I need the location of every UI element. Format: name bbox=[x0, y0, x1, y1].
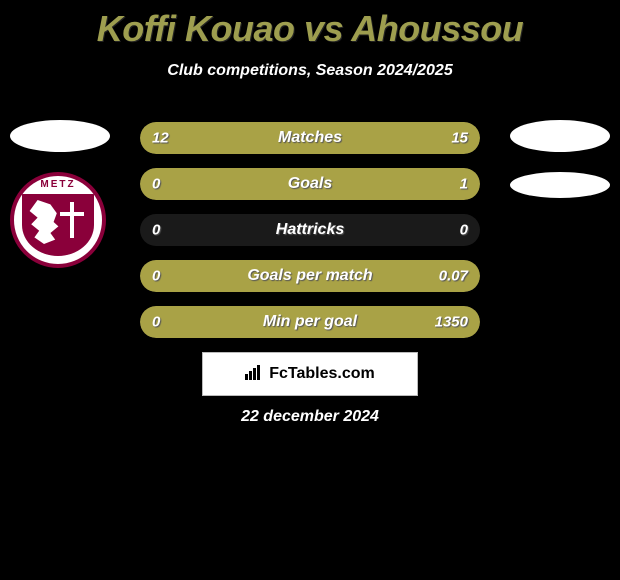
bar-right-fill bbox=[201, 168, 480, 200]
right-club-logo-placeholder bbox=[510, 172, 610, 198]
stat-value-right: 1350 bbox=[435, 314, 468, 331]
stat-bar: 0 Hattricks 0 bbox=[140, 214, 480, 246]
stat-label: Goals per match bbox=[247, 267, 372, 285]
comparison-title: Koffi Kouao vs Ahoussou bbox=[0, 0, 620, 50]
brand-text: FcTables.com bbox=[269, 365, 375, 383]
stat-value-left: 12 bbox=[152, 130, 169, 147]
dragon-icon bbox=[28, 200, 60, 244]
cross-icon bbox=[60, 202, 84, 238]
date-text: 22 december 2024 bbox=[241, 408, 379, 426]
left-club-logo: METZ bbox=[10, 172, 110, 272]
stat-label: Hattricks bbox=[276, 221, 344, 239]
stat-value-left: 0 bbox=[152, 268, 160, 285]
left-club-abbr: METZ bbox=[40, 179, 75, 190]
stat-bar: 12 Matches 15 bbox=[140, 122, 480, 154]
stat-value-right: 0.07 bbox=[439, 268, 468, 285]
right-player-logos bbox=[510, 120, 610, 218]
stat-value-left: 0 bbox=[152, 314, 160, 331]
stat-value-left: 0 bbox=[152, 222, 160, 239]
stat-value-right: 1 bbox=[460, 176, 468, 193]
player-photo-placeholder-right bbox=[510, 120, 610, 152]
brand-box: FcTables.com bbox=[202, 352, 418, 396]
stat-value-right: 15 bbox=[451, 130, 468, 147]
player-photo-placeholder-left bbox=[10, 120, 110, 152]
stat-bar: 0 Goals per match 0.07 bbox=[140, 260, 480, 292]
stat-label: Min per goal bbox=[263, 313, 357, 331]
comparison-subtitle: Club competitions, Season 2024/2025 bbox=[0, 62, 620, 80]
bar-left-fill bbox=[140, 168, 201, 200]
stat-bar: 0 Min per goal 1350 bbox=[140, 306, 480, 338]
stat-label: Goals bbox=[288, 175, 332, 193]
stat-label: Matches bbox=[278, 129, 342, 147]
stat-bar: 0 Goals 1 bbox=[140, 168, 480, 200]
comparison-bars: 12 Matches 15 0 Goals 1 0 Hattricks 0 0 Goals per … bbox=[140, 122, 480, 352]
stat-value-right: 0 bbox=[460, 222, 468, 239]
chart-icon bbox=[245, 364, 263, 385]
stat-value-left: 0 bbox=[152, 176, 160, 193]
left-player-logos: METZ bbox=[10, 120, 110, 272]
